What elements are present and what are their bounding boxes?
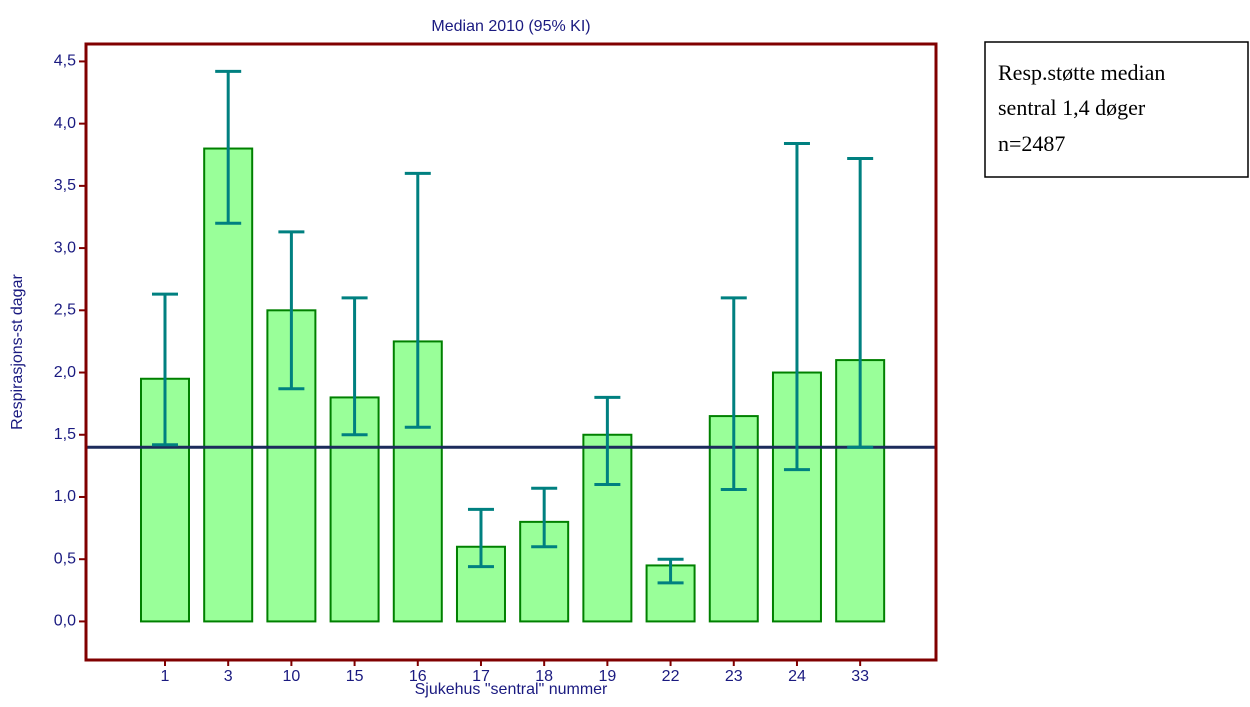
annotation-line: sentral 1,4 døger	[998, 95, 1146, 120]
y-axis-label: Respirasjons-st dagar	[9, 274, 26, 430]
y-tick-label: 3,5	[54, 177, 76, 194]
y-tick-label: 0,5	[54, 550, 76, 567]
y-tick-label: 1,0	[54, 488, 76, 505]
y-tick-label: 4,0	[54, 115, 76, 132]
y-tick-label: 2,5	[54, 302, 76, 319]
x-tick-label: 18	[535, 668, 553, 685]
annotation-box	[984, 41, 1249, 178]
annotation-line: Resp.støtte median	[998, 60, 1165, 85]
y-tick-label: 4,5	[54, 53, 76, 70]
x-tick-label: 33	[851, 668, 869, 685]
x-tick-label: 1	[161, 668, 170, 685]
x-tick-label: 3	[224, 668, 233, 685]
x-tick-label: 15	[346, 668, 364, 685]
plot-frame	[84, 42, 938, 662]
x-tick-label: 16	[409, 668, 427, 685]
x-tick-label: 22	[662, 668, 680, 685]
annotation-line: n=2487	[998, 131, 1065, 156]
y-tick-label: 1,5	[54, 426, 76, 443]
x-axis-label: Sjukehus "sentral" nummer	[415, 681, 608, 698]
x-tick-label: 23	[725, 668, 743, 685]
y-tick-label: 0,0	[54, 613, 76, 630]
y-tick-label: 2,0	[54, 364, 76, 381]
x-tick-label: 19	[598, 668, 616, 685]
chart-title: Median 2010 (95% KI)	[431, 18, 590, 35]
y-tick-label: 3,0	[54, 239, 76, 256]
x-tick-label: 24	[788, 668, 806, 685]
x-tick-label: 17	[472, 668, 490, 685]
x-tick-label: 10	[282, 668, 300, 685]
